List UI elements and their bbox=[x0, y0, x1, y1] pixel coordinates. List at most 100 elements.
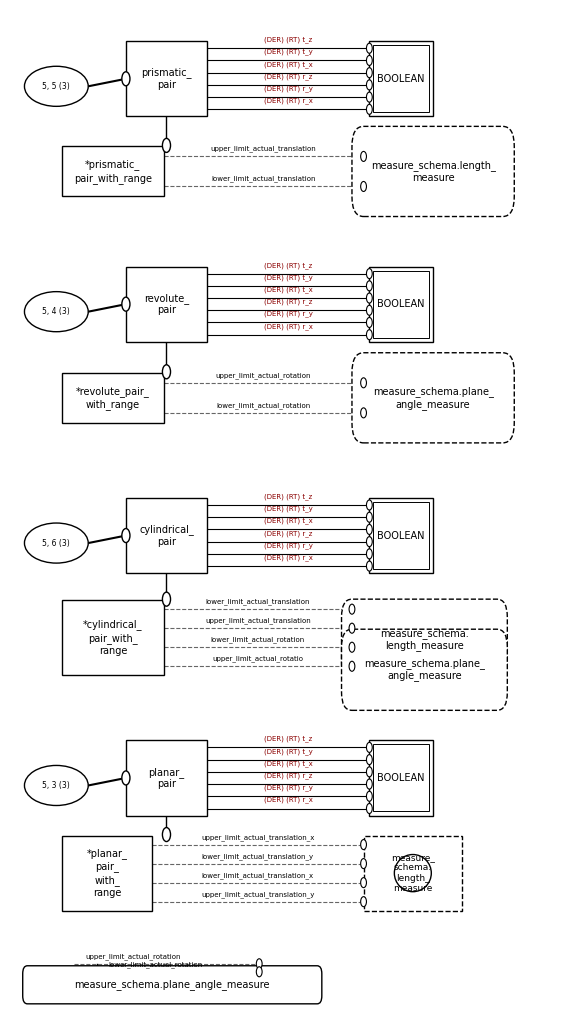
Text: (DER) (RT) t_x: (DER) (RT) t_x bbox=[264, 286, 313, 293]
Circle shape bbox=[366, 548, 372, 559]
Circle shape bbox=[349, 662, 355, 672]
Circle shape bbox=[360, 878, 366, 888]
Circle shape bbox=[366, 767, 372, 777]
Circle shape bbox=[360, 839, 366, 849]
Bar bbox=[373, 502, 429, 569]
Circle shape bbox=[349, 604, 355, 614]
Circle shape bbox=[366, 92, 372, 102]
Circle shape bbox=[360, 152, 366, 162]
Text: measure_schema.plane_angle_measure: measure_schema.plane_angle_measure bbox=[75, 980, 270, 990]
Circle shape bbox=[366, 804, 372, 813]
Circle shape bbox=[162, 827, 171, 841]
Bar bbox=[126, 267, 207, 341]
Text: (DER) (RT) r_z: (DER) (RT) r_z bbox=[264, 299, 312, 305]
Circle shape bbox=[360, 408, 366, 418]
Text: upper_limit_actual_translation_x: upper_limit_actual_translation_x bbox=[201, 834, 315, 840]
Text: upper_limit_actual_translation: upper_limit_actual_translation bbox=[205, 617, 310, 624]
Text: planar_
pair: planar_ pair bbox=[148, 767, 185, 789]
Bar bbox=[126, 740, 207, 815]
Text: (DER) (RT) r_z: (DER) (RT) r_z bbox=[264, 773, 312, 779]
Bar bbox=[373, 271, 429, 337]
Text: (DER) (RT) t_z: (DER) (RT) t_z bbox=[264, 262, 312, 269]
Bar bbox=[62, 600, 163, 676]
Circle shape bbox=[162, 138, 171, 153]
Text: lower_limit_actual_translation: lower_limit_actual_translation bbox=[211, 176, 316, 183]
Text: BOOLEAN: BOOLEAN bbox=[377, 74, 425, 84]
FancyBboxPatch shape bbox=[352, 352, 514, 443]
Text: (DER) (RT) r_y: (DER) (RT) r_y bbox=[264, 542, 313, 548]
Text: (DER) (RT) t_x: (DER) (RT) t_x bbox=[264, 518, 313, 524]
Text: measure_schema.
length_measure: measure_schema. length_measure bbox=[380, 628, 469, 651]
Text: cylindrical_
pair: cylindrical_ pair bbox=[139, 524, 194, 546]
Circle shape bbox=[366, 43, 372, 54]
FancyBboxPatch shape bbox=[352, 126, 514, 216]
Circle shape bbox=[366, 329, 372, 339]
FancyBboxPatch shape bbox=[342, 599, 507, 681]
Circle shape bbox=[366, 317, 372, 327]
Circle shape bbox=[366, 512, 372, 522]
Text: measure_
schema.
length_
measure: measure_ schema. length_ measure bbox=[391, 853, 435, 893]
Bar bbox=[62, 835, 152, 911]
FancyBboxPatch shape bbox=[342, 629, 507, 710]
Bar bbox=[373, 45, 429, 112]
Text: (DER) (RT) r_x: (DER) (RT) r_x bbox=[264, 323, 313, 329]
Text: (DER) (RT) r_y: (DER) (RT) r_y bbox=[264, 86, 313, 92]
Circle shape bbox=[366, 536, 372, 546]
Circle shape bbox=[122, 528, 130, 542]
Bar bbox=[369, 740, 433, 815]
Text: (DER) (RT) t_y: (DER) (RT) t_y bbox=[264, 505, 313, 512]
Text: BOOLEAN: BOOLEAN bbox=[377, 773, 425, 783]
Text: *planar_
pair_
with_
range: *planar_ pair_ with_ range bbox=[86, 848, 128, 898]
Bar bbox=[373, 744, 429, 811]
Bar bbox=[62, 146, 163, 197]
Bar bbox=[126, 498, 207, 573]
Circle shape bbox=[366, 80, 372, 90]
Circle shape bbox=[360, 897, 366, 907]
Circle shape bbox=[162, 592, 171, 606]
Text: upper_limit_actual_translation: upper_limit_actual_translation bbox=[211, 145, 316, 153]
Text: upper_limit_actual_rotation: upper_limit_actual_rotation bbox=[85, 953, 181, 960]
Text: measure_schema.plane_
angle_measure: measure_schema.plane_ angle_measure bbox=[373, 386, 493, 409]
Text: BOOLEAN: BOOLEAN bbox=[377, 530, 425, 540]
Circle shape bbox=[366, 742, 372, 752]
Text: 5, 5 (3): 5, 5 (3) bbox=[42, 82, 70, 91]
Text: (DER) (RT) r_z: (DER) (RT) r_z bbox=[264, 530, 312, 536]
Circle shape bbox=[366, 754, 372, 765]
Text: measure_schema.plane_
angle_measure: measure_schema.plane_ angle_measure bbox=[364, 659, 485, 682]
Text: 5, 4 (3): 5, 4 (3) bbox=[42, 307, 70, 316]
Circle shape bbox=[366, 791, 372, 801]
Text: lower_limit_actual_translation_x: lower_limit_actual_translation_x bbox=[202, 872, 314, 879]
Bar bbox=[369, 498, 433, 573]
Text: lower_limit_actual_rotation: lower_limit_actual_rotation bbox=[211, 636, 305, 643]
Circle shape bbox=[360, 378, 366, 388]
Text: *prismatic_
pair_with_range: *prismatic_ pair_with_range bbox=[74, 160, 152, 184]
Text: lower_limit_actual_translation: lower_limit_actual_translation bbox=[206, 598, 310, 605]
Circle shape bbox=[366, 562, 372, 571]
FancyBboxPatch shape bbox=[23, 966, 322, 1004]
Text: revolute_
pair: revolute_ pair bbox=[144, 293, 189, 315]
Ellipse shape bbox=[25, 67, 88, 106]
Text: *revolute_pair_
with_range: *revolute_pair_ with_range bbox=[76, 386, 150, 410]
Text: lower_limit_actual_rotation: lower_limit_actual_rotation bbox=[216, 402, 310, 409]
Ellipse shape bbox=[25, 292, 88, 331]
Text: (DER) (RT) r_y: (DER) (RT) r_y bbox=[264, 785, 313, 791]
Circle shape bbox=[366, 269, 372, 279]
Circle shape bbox=[256, 958, 262, 969]
Ellipse shape bbox=[25, 523, 88, 564]
Circle shape bbox=[366, 56, 372, 66]
Text: BOOLEAN: BOOLEAN bbox=[377, 299, 425, 309]
Circle shape bbox=[360, 182, 366, 192]
Text: (DER) (RT) t_z: (DER) (RT) t_z bbox=[264, 36, 312, 43]
Text: (DER) (RT) r_y: (DER) (RT) r_y bbox=[264, 311, 313, 317]
Text: prismatic_
pair: prismatic_ pair bbox=[141, 68, 192, 90]
Circle shape bbox=[366, 779, 372, 789]
Text: (DER) (RT) t_y: (DER) (RT) t_y bbox=[264, 274, 313, 281]
Text: measure_schema.length_
measure: measure_schema.length_ measure bbox=[370, 161, 496, 183]
Text: (DER) (RT) t_z: (DER) (RT) t_z bbox=[264, 493, 312, 500]
Bar bbox=[369, 41, 433, 116]
Text: (DER) (RT) r_z: (DER) (RT) r_z bbox=[264, 73, 312, 80]
Text: lower_limit_actual_translation_y: lower_limit_actual_translation_y bbox=[202, 852, 314, 860]
Circle shape bbox=[256, 967, 262, 977]
Text: (DER) (RT) t_x: (DER) (RT) t_x bbox=[264, 761, 313, 767]
Circle shape bbox=[122, 771, 130, 785]
